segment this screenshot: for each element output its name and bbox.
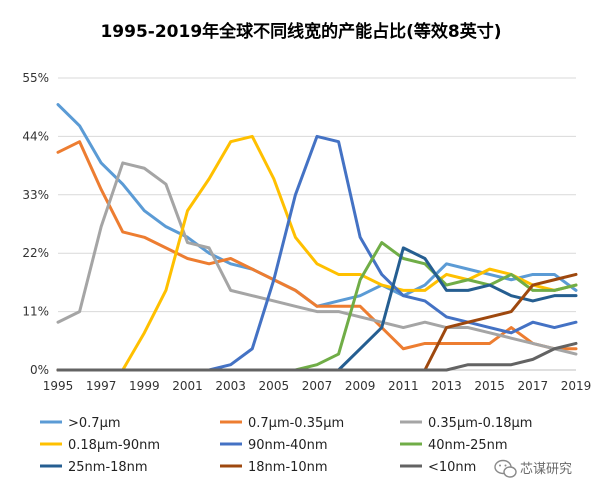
y-tick-label: 55% [22, 71, 49, 85]
legend-item: 0.7μm-0.35μm [220, 416, 344, 431]
x-axis-ticks: 1995 1997 1999 2001 2003 2005 2007 2009 2011 2013… [43, 379, 592, 393]
y-tick-label: 22% [22, 246, 49, 260]
legend-item: >0.7μm [40, 416, 121, 431]
series-line [56, 140, 578, 351]
x-tick-label: 2009 [345, 379, 376, 393]
x-tick-label: 1999 [129, 379, 160, 393]
x-tick-label: 2003 [215, 379, 246, 393]
watermark: 芯谋研究 [494, 459, 572, 478]
legend-label: 0.35μm-0.18μm [428, 416, 532, 431]
x-tick-label: 2013 [431, 379, 462, 393]
legend-label: 0.7μm-0.35μm [248, 416, 344, 431]
watermark-text: 芯谋研究 [520, 462, 572, 477]
y-axis-ticks: 0% 11% 22% 33% 44% 55% [22, 71, 49, 377]
y-tick-label: 0% [30, 363, 49, 377]
legend-item: <10nm [400, 460, 476, 475]
legend-item: 0.35μm-0.18μm [400, 416, 532, 431]
legend-item: 18nm-10nm [220, 460, 328, 475]
wechat-icon [494, 459, 517, 478]
legend-label: <10nm [428, 460, 476, 475]
chart-title: 1995-2019年全球不同线宽的产能占比(等效8英寸) [100, 21, 501, 42]
legend-label: 40nm-25nm [428, 438, 508, 453]
legend-item: 0.18μm-90nm [40, 438, 160, 453]
series-line [56, 161, 578, 356]
x-tick-label: 2017 [518, 379, 549, 393]
x-tick-label: 1997 [86, 379, 117, 393]
legend-label: 0.18μm-90nm [68, 438, 160, 453]
legend-label: 18nm-10nm [248, 460, 328, 475]
legend-item: 40nm-25nm [400, 438, 508, 453]
legend: >0.7μm 0.7μm-0.35μm 0.35μm-0.18μm 0.18μm-90… [40, 416, 532, 475]
legend-item: 90nm-40nm [220, 438, 328, 453]
series-line [56, 134, 578, 372]
x-tick-label: 2007 [302, 379, 333, 393]
series-lines [56, 103, 578, 372]
legend-label: 25nm-18nm [68, 460, 148, 475]
series-line [56, 341, 578, 372]
legend-label: 90nm-40nm [248, 438, 328, 453]
y-tick-label: 44% [22, 129, 49, 143]
x-tick-label: 2001 [172, 379, 203, 393]
x-tick-label: 1995 [43, 379, 74, 393]
x-tick-label: 2019 [561, 379, 592, 393]
y-tick-label: 11% [22, 305, 49, 319]
x-tick-label: 2005 [259, 379, 290, 393]
y-tick-label: 33% [22, 188, 49, 202]
legend-label: >0.7μm [68, 416, 121, 431]
legend-item: 25nm-18nm [40, 460, 148, 475]
x-tick-label: 2015 [474, 379, 505, 393]
x-tick-label: 2011 [388, 379, 419, 393]
